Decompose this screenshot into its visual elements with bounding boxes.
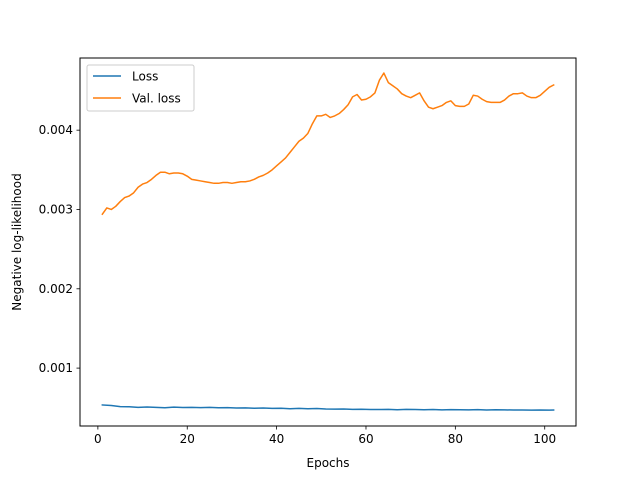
legend-items: Loss Val. loss bbox=[93, 70, 181, 106]
x-tick-label: 40 bbox=[269, 432, 284, 446]
series-line-loss bbox=[101, 404, 555, 411]
y-tick-label: 0.004 bbox=[39, 123, 73, 137]
x-tick-label: 60 bbox=[358, 432, 373, 446]
x-axis-ticks: 0 20 40 60 80 100 bbox=[94, 426, 556, 446]
x-tick-label: 0 bbox=[94, 432, 102, 446]
x-tick-label: 80 bbox=[448, 432, 463, 446]
y-tick-label: 0.003 bbox=[39, 202, 73, 216]
legend-label: Loss bbox=[132, 70, 158, 84]
y-tick-label: 0.001 bbox=[39, 361, 73, 375]
series-layer bbox=[101, 72, 555, 411]
legend: Loss Val. loss bbox=[86, 64, 195, 112]
plot-area: 0 20 40 60 80 100 0.001 0.002 0.003 0.004 bbox=[39, 57, 577, 446]
legend-label: Val. loss bbox=[132, 92, 181, 106]
y-tick-label: 0.002 bbox=[39, 282, 73, 296]
series-line-val-loss bbox=[101, 72, 555, 216]
x-axis-label: Epochs bbox=[307, 456, 350, 470]
x-tick-label: 100 bbox=[533, 432, 556, 446]
y-axis-label: Negative log-likelihood bbox=[10, 173, 24, 310]
y-axis-ticks: 0.001 0.002 0.003 0.004 bbox=[39, 123, 80, 375]
x-tick-label: 20 bbox=[180, 432, 195, 446]
axes-frame bbox=[79, 57, 577, 427]
